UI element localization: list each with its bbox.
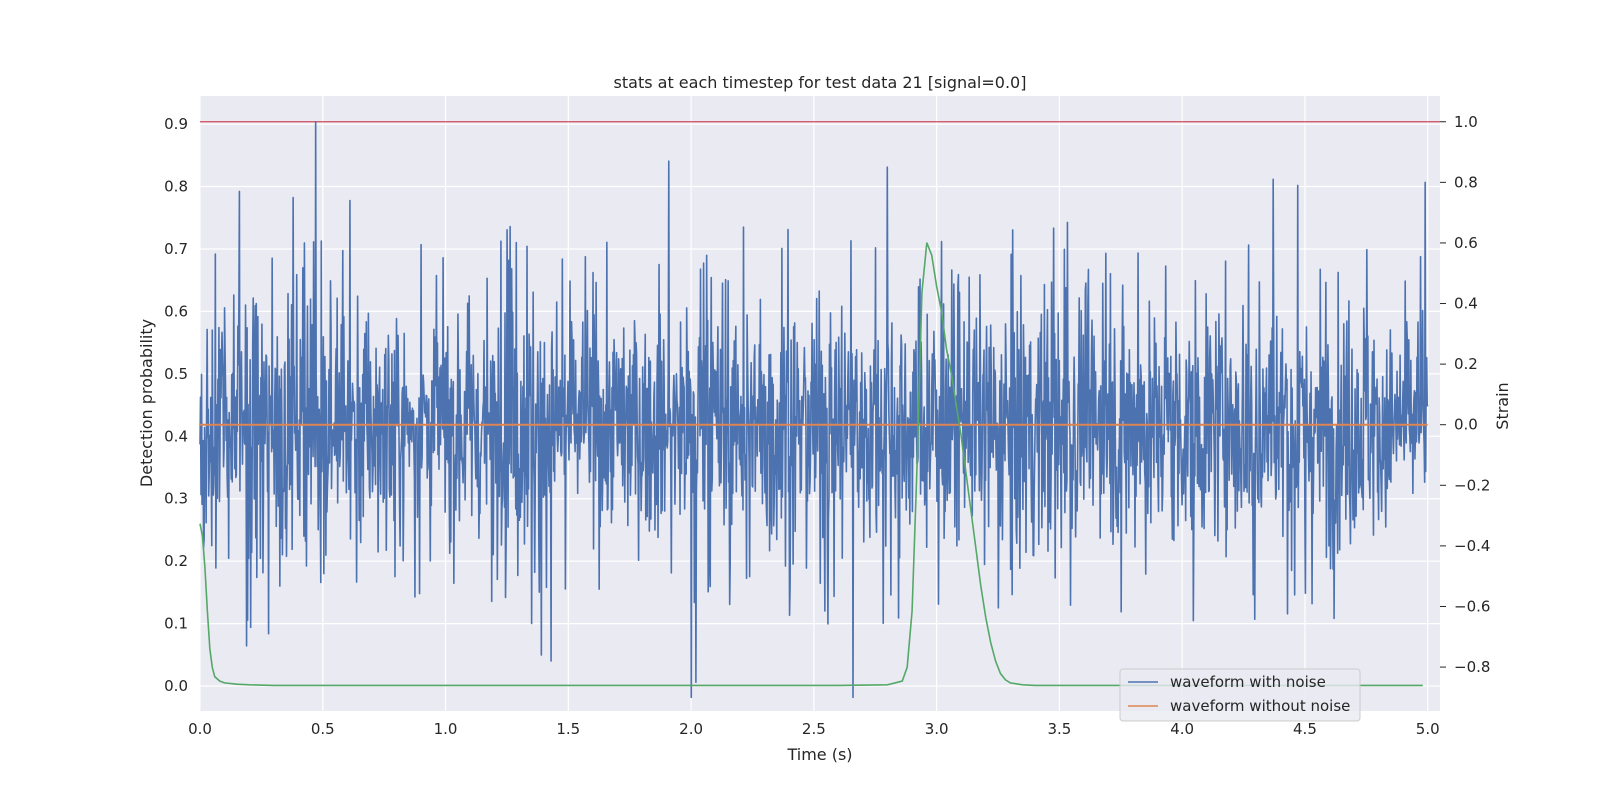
y-tick-label: 0.6 — [164, 302, 188, 320]
x-tick-label: 4.5 — [1293, 720, 1317, 738]
chart-title: stats at each timestep for test data 21 … — [614, 73, 1027, 92]
x-tick-label: 5.0 — [1416, 720, 1440, 738]
x-tick-label: 0.0 — [188, 720, 212, 738]
y-tick-label: 0.5 — [164, 365, 188, 383]
y-right-tick-label: −0.6 — [1454, 597, 1490, 615]
legend-box — [1119, 668, 1361, 722]
x-tick-label: 3.0 — [925, 720, 949, 738]
ticks: 0.0 0.5 1.0 1.5 2.0 2.5 3.0 3.5 4.0 4.5 5.0 0.0 0.1 0… — [164, 113, 1490, 738]
plot-area — [199, 120, 1440, 699]
y-tick-label: 0.7 — [164, 240, 188, 258]
y-right-tick-label: −0.4 — [1454, 537, 1490, 555]
y-tick-label: 0.2 — [164, 552, 188, 570]
x-tick-label: 1.0 — [434, 720, 458, 738]
x-tick-label: 2.0 — [679, 720, 703, 738]
y-right-tick-label: 0.4 — [1454, 295, 1478, 313]
x-tick-label: 2.5 — [802, 720, 826, 738]
y-right-tick-label: 1.0 — [1454, 113, 1478, 131]
x-tick-label: 0.5 — [311, 720, 335, 738]
y-right-tick-label: −0.2 — [1454, 476, 1490, 494]
legend: waveform with noise waveform without noi… — [1119, 668, 1361, 722]
series-waveform-with-noise — [199, 120, 1429, 699]
y-tick-label: 0.1 — [164, 615, 188, 633]
legend-label-with-noise: waveform with noise — [1170, 673, 1326, 691]
y-tick-label: 0.3 — [164, 490, 188, 508]
y-tick-label: 0.4 — [164, 427, 188, 445]
x-tick-label: 3.5 — [1047, 720, 1071, 738]
y-right-tick-label: 0.0 — [1454, 416, 1478, 434]
series-detection-probability — [199, 242, 1423, 687]
y-axis-label-right: Strain — [1493, 382, 1512, 429]
x-tick-label: 1.5 — [556, 720, 580, 738]
y-tick-label: 0.8 — [164, 178, 188, 196]
x-tick-label: 4.0 — [1170, 720, 1194, 738]
y-axis-label: Detection probability — [137, 319, 156, 487]
y-right-tick-label: 0.8 — [1454, 173, 1478, 191]
y-right-tick-label: 0.6 — [1454, 234, 1478, 252]
y-right-tick-label: 0.2 — [1454, 355, 1478, 373]
x-axis-label: Time (s) — [786, 745, 852, 764]
y-tick-label: 0.9 — [164, 115, 188, 133]
legend-label-without-noise: waveform without noise — [1170, 697, 1350, 715]
y-right-tick-label: −0.8 — [1454, 658, 1490, 676]
y-tick-label: 0.0 — [164, 677, 188, 695]
